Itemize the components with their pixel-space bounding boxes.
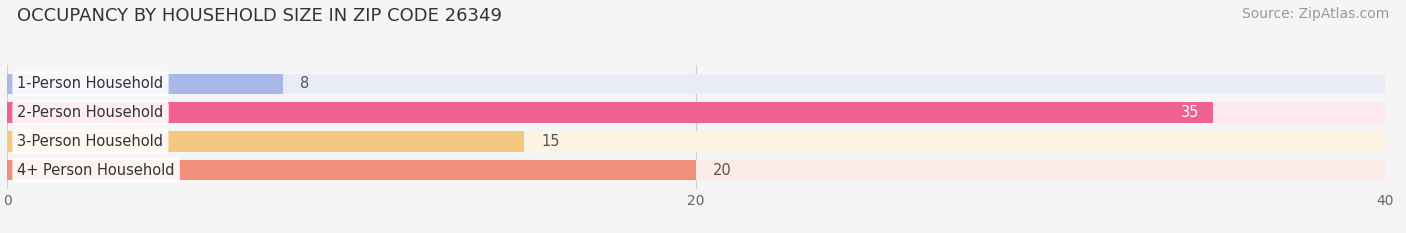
Text: 15: 15 [541, 134, 560, 149]
Bar [7, 102, 1212, 123]
Bar [7, 74, 1385, 94]
Text: 1-Person Household: 1-Person Household [17, 76, 163, 91]
Bar [7, 131, 524, 152]
Text: Source: ZipAtlas.com: Source: ZipAtlas.com [1241, 7, 1389, 21]
Bar [7, 160, 1385, 180]
Text: 35: 35 [1181, 105, 1199, 120]
Text: 3-Person Household: 3-Person Household [17, 134, 163, 149]
Text: 2-Person Household: 2-Person Household [17, 105, 163, 120]
Text: 4+ Person Household: 4+ Person Household [17, 163, 174, 178]
Bar [7, 131, 1385, 152]
Text: 20: 20 [713, 163, 733, 178]
Text: OCCUPANCY BY HOUSEHOLD SIZE IN ZIP CODE 26349: OCCUPANCY BY HOUSEHOLD SIZE IN ZIP CODE … [17, 7, 502, 25]
Text: 8: 8 [299, 76, 309, 91]
Bar [7, 102, 1385, 123]
Bar [7, 160, 696, 180]
Bar [7, 74, 283, 94]
